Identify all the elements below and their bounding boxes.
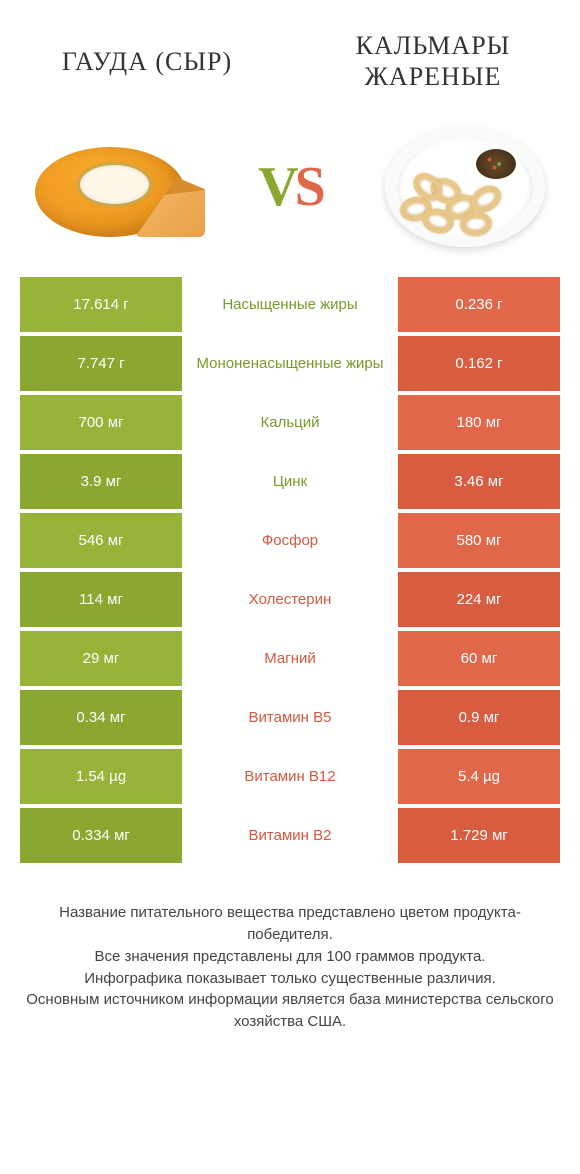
right-value: 3.46 мг bbox=[398, 454, 560, 509]
nutrient-label: Насыщенные жиры bbox=[182, 277, 398, 332]
nutrient-label: Витамин B12 bbox=[182, 749, 398, 804]
right-value: 0.162 г bbox=[398, 336, 560, 391]
comparison-table: 17.614 гНасыщенные жиры0.236 г7.747 гМон… bbox=[0, 277, 580, 863]
left-value: 29 мг bbox=[20, 631, 182, 686]
table-row: 0.34 мгВитамин B50.9 мг bbox=[20, 690, 560, 745]
left-value: 0.334 мг bbox=[20, 808, 182, 863]
gouda-cheese-image bbox=[30, 122, 210, 252]
right-value: 180 мг bbox=[398, 395, 560, 450]
table-row: 546 мгФосфор580 мг bbox=[20, 513, 560, 568]
right-value: 1.729 мг bbox=[398, 808, 560, 863]
table-row: 0.334 мгВитамин B21.729 мг bbox=[20, 808, 560, 863]
left-value: 114 мг bbox=[20, 572, 182, 627]
left-value: 0.34 мг bbox=[20, 690, 182, 745]
right-value: 0.236 г bbox=[398, 277, 560, 332]
nutrient-label: Мононенасыщенные жиры bbox=[182, 336, 398, 391]
header: ГАУДА (СЫР) КАЛЬМАРЫ ЖАРЕНЫЕ bbox=[0, 0, 580, 112]
left-value: 7.747 г bbox=[20, 336, 182, 391]
vs-s: S bbox=[295, 156, 322, 218]
right-value: 0.9 мг bbox=[398, 690, 560, 745]
nutrient-label: Витамин B5 bbox=[182, 690, 398, 745]
footer-line: Основным источником информации является … bbox=[25, 989, 555, 1033]
vs-label: VS bbox=[258, 155, 322, 219]
footer-line: Название питательного вещества представл… bbox=[25, 902, 555, 946]
footer-line: Все значения представлены для 100 граммо… bbox=[25, 946, 555, 968]
title-right: КАЛЬМАРЫ ЖАРЕНЫЕ bbox=[316, 30, 550, 92]
table-row: 3.9 мгЦинк3.46 мг bbox=[20, 454, 560, 509]
right-value: 580 мг bbox=[398, 513, 560, 568]
nutrient-label: Витамин B2 bbox=[182, 808, 398, 863]
left-value: 1.54 µg bbox=[20, 749, 182, 804]
table-row: 29 мгМагний60 мг bbox=[20, 631, 560, 686]
images-row: VS bbox=[0, 112, 580, 277]
table-row: 1.54 µgВитамин B125.4 µg bbox=[20, 749, 560, 804]
footer-line: Инфографика показывает только существенн… bbox=[25, 968, 555, 990]
nutrient-label: Магний bbox=[182, 631, 398, 686]
left-value: 546 мг bbox=[20, 513, 182, 568]
vs-v: V bbox=[258, 156, 294, 218]
right-value: 60 мг bbox=[398, 631, 560, 686]
fried-squid-image bbox=[370, 122, 550, 252]
left-value: 3.9 мг bbox=[20, 454, 182, 509]
nutrient-label: Кальций bbox=[182, 395, 398, 450]
table-row: 700 мгКальций180 мг bbox=[20, 395, 560, 450]
table-row: 114 мгХолестерин224 мг bbox=[20, 572, 560, 627]
right-value: 224 мг bbox=[398, 572, 560, 627]
table-row: 17.614 гНасыщенные жиры0.236 г bbox=[20, 277, 560, 332]
nutrient-label: Холестерин bbox=[182, 572, 398, 627]
left-value: 17.614 г bbox=[20, 277, 182, 332]
footer-notes: Название питательного вещества представл… bbox=[0, 867, 580, 1033]
nutrient-label: Фосфор bbox=[182, 513, 398, 568]
table-row: 7.747 гМононенасыщенные жиры0.162 г bbox=[20, 336, 560, 391]
right-value: 5.4 µg bbox=[398, 749, 560, 804]
left-value: 700 мг bbox=[20, 395, 182, 450]
title-left: ГАУДА (СЫР) bbox=[30, 46, 264, 77]
nutrient-label: Цинк bbox=[182, 454, 398, 509]
